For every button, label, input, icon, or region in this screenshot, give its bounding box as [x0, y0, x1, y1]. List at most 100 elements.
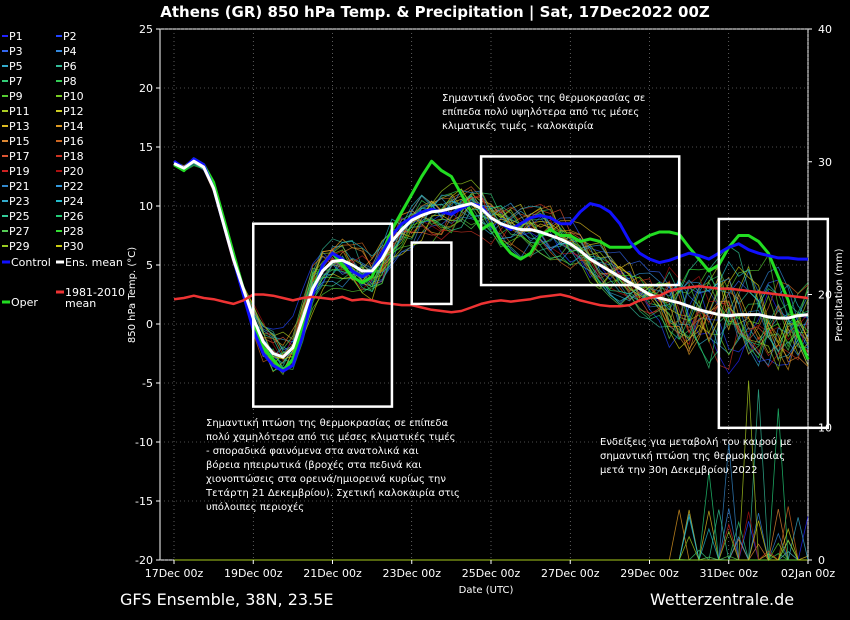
legend-label: Control	[11, 256, 51, 269]
legend-label: P28	[63, 225, 84, 238]
legend: P1 P2 P3 P4 P5 P6 P7 P8 P9 P10 P11 P12 P13 P14 P15 P16 P…	[2, 30, 125, 310]
legend-label: P14	[63, 120, 84, 133]
legend-label: P29	[9, 240, 30, 253]
legend-label: P25	[9, 210, 30, 223]
x-tick-label: 29Dec 00z	[620, 567, 679, 580]
y-tick-label: -5	[142, 377, 153, 390]
precip-member-line	[174, 509, 808, 562]
legend-label: P9	[9, 90, 23, 103]
legend-label: P30	[63, 240, 84, 253]
legend-label: P3	[9, 45, 23, 58]
y-tick-label: 10	[139, 200, 153, 213]
legend-label: P8	[63, 75, 77, 88]
y-tick-label: 0	[146, 318, 153, 331]
annotation-line: Ενδείξεις για μεταβολή του καιρού με	[600, 436, 792, 448]
annotation-cold-spell: Σημαντική πτώση της θερμοκρασίας σε επίπ…	[205, 417, 460, 513]
legend-label: P17	[9, 150, 30, 163]
legend-label: P26	[63, 210, 84, 223]
annotation-line: Σημαντική άνοδος της θερμοκρασίας σε	[442, 92, 645, 104]
y-right-tick-label: 0	[818, 554, 825, 567]
series-line	[173, 157, 810, 373]
main-series	[173, 157, 810, 373]
ensemble-member-line	[173, 160, 809, 373]
annotation-boxes	[252, 155, 830, 430]
legend-label: P20	[63, 165, 84, 178]
y-right-tick-label: 20	[818, 289, 832, 302]
legend-label: P4	[63, 45, 77, 58]
legend-label: P16	[63, 135, 84, 148]
y-right-tick-label: 30	[818, 156, 832, 169]
annotation-box	[252, 222, 394, 408]
legend-label: P7	[9, 75, 23, 88]
legend-label: P2	[63, 30, 77, 43]
ensemble-member-line	[173, 161, 809, 367]
y-tick-label: 25	[139, 23, 153, 36]
legend-label: P19	[9, 165, 30, 178]
ensemble-member-line	[173, 160, 809, 370]
precip-member-line	[174, 508, 808, 562]
axis-ticks: 25 20 15 10 5 0 -5 -10 -15 -20 40 30 20 10 0 17Dec 00z 1…	[135, 23, 835, 580]
x-tick-label: 25Dec 00z	[462, 567, 521, 580]
annotation-line: υπόλοιπες περιοχές	[206, 501, 304, 513]
annotation-line: χιονοπτώσεις στα ορεινά/ημιορεινά κυρίως…	[206, 473, 446, 485]
y-tick-label: 5	[146, 259, 153, 272]
ensemble-member-line	[173, 159, 809, 355]
annotation-box	[410, 241, 453, 306]
y-tick-label: -20	[135, 554, 153, 567]
legend-label: P5	[9, 60, 23, 73]
legend-label: P18	[63, 150, 84, 163]
series-line	[173, 159, 809, 359]
legend-label: P1	[9, 30, 23, 43]
legend-label: P15	[9, 135, 30, 148]
y-right-tick-label: 10	[818, 421, 832, 434]
x-tick-label: 27Dec 00z	[541, 567, 600, 580]
legend-label: P11	[9, 105, 30, 118]
annotation-line: κλιματικές τιμές - καλοκαιρία	[442, 120, 594, 132]
x-tick-label: 21Dec 00z	[303, 567, 362, 580]
legend-label: P21	[9, 180, 30, 193]
y-tick-label: -15	[135, 495, 153, 508]
annotation-warming: Σημαντική άνοδος της θερμοκρασίας σε επίπ…	[442, 92, 645, 132]
annotation-line: πολύ χαμηλότερα από τις μέσες κλιματικές…	[206, 431, 456, 443]
series-line	[173, 284, 809, 314]
y-axis-label-right: Precipitation (mm)	[834, 248, 845, 341]
annotation-line: μετά την 30η Δεκεμβρίου 2022	[600, 464, 757, 476]
annotation-weather-change: Ενδείξεις για μεταβολή του καιρού με σημα…	[600, 436, 792, 476]
y-tick-label: -10	[135, 436, 153, 449]
legend-label: mean	[65, 297, 96, 310]
ensemble-member-line	[173, 162, 809, 371]
legend-label: Ens. mean	[65, 256, 123, 269]
legend-label: P13	[9, 120, 30, 133]
footer-site-name: Wetterzentrale.de	[650, 590, 795, 609]
annotation-line: Σημαντική πτώση της θερμοκρασίας σε επίπ…	[206, 417, 449, 429]
precip-member-line	[174, 553, 808, 561]
precip-member-line	[174, 551, 808, 561]
legend-label: P6	[63, 60, 77, 73]
x-tick-label: 19Dec 00z	[224, 567, 283, 580]
y-tick-label: 20	[139, 82, 153, 95]
x-tick-label: 23Dec 00z	[382, 567, 441, 580]
x-tick-label: 02Jan 00z	[781, 567, 835, 580]
x-axis-label: Date (UTC)	[459, 585, 514, 596]
legend-label: P24	[63, 195, 84, 208]
x-tick-label: 17Dec 00z	[145, 567, 204, 580]
annotation-line: Τετάρτη 21 Δεκεμβρίου). Σχετική καλοκαιρ…	[205, 487, 460, 499]
precip-member-line	[174, 511, 808, 561]
legend-label: P10	[63, 90, 84, 103]
annotation-line: επίπεδα πολύ υψηλότερα από τις μέσες	[442, 106, 639, 118]
legend-label: P12	[63, 105, 84, 118]
legend-label: P27	[9, 225, 30, 238]
legend-label: P23	[9, 195, 30, 208]
legend-label: P22	[63, 180, 84, 193]
annotation-line: βόρεια ηπειρωτικά (βροχές στα πεδινά και	[206, 459, 422, 471]
x-tick-label: 31Dec 00z	[699, 567, 758, 580]
annotation-box	[717, 217, 830, 430]
annotation-line: σημαντική πτώση της θερμοκρασίας	[600, 450, 785, 462]
legend-label: Oper	[11, 296, 38, 309]
y-axis-label-left: 850 hPa Temp. (°C)	[127, 247, 138, 343]
annotation-line: - σποραδικά φαινόμενα στα ανατολικά και	[206, 445, 419, 457]
legend-label: 1981-2010	[65, 286, 125, 299]
ensemble-members	[173, 157, 809, 376]
footer-model-info: GFS Ensemble, 38N, 23.5E	[120, 590, 334, 609]
